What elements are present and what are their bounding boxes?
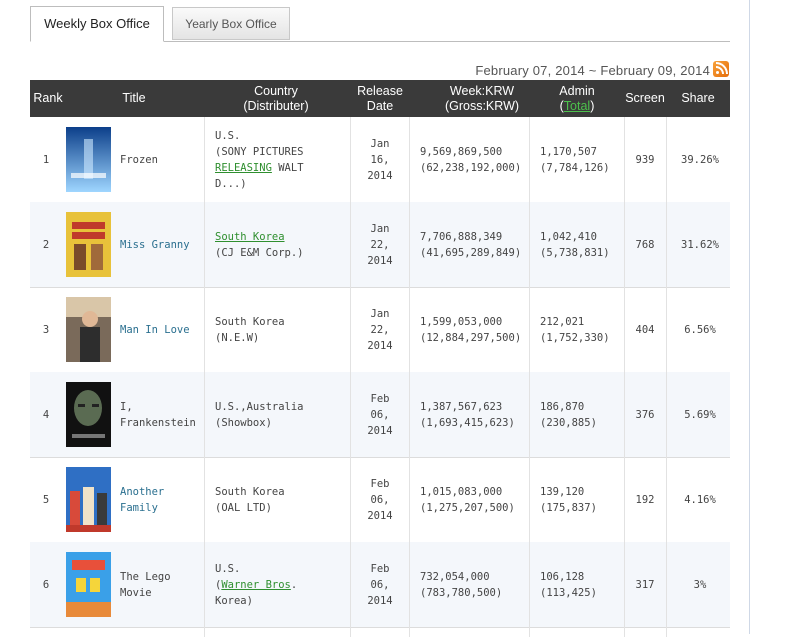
share-percent: 31.62% [681, 238, 719, 251]
movie-poster[interactable] [64, 372, 112, 457]
admissions: 212,021 (1,752,330) [540, 315, 610, 344]
col-country: Country (Distributer) [243, 83, 309, 113]
col-release-date: Release Date [357, 83, 403, 113]
table-header: Rank Title Country (Distributer) Release D… [30, 80, 730, 117]
movie-poster[interactable] [64, 202, 112, 287]
screen-count: 404 [635, 323, 655, 336]
movie-title[interactable]: Miss Granny [120, 238, 190, 251]
rank-value: 4 [42, 408, 50, 421]
movie-title[interactable]: I, Frankenstein [120, 400, 196, 429]
movie-title[interactable]: Frozen [120, 153, 158, 166]
movie-title[interactable]: The Lego Movie [120, 570, 171, 599]
col-rank: Rank [33, 91, 63, 105]
movie-title[interactable]: Man In Love [120, 323, 190, 336]
screen-count: 376 [635, 408, 655, 421]
col-week-gross: Week:KRW (Gross:KRW) [444, 83, 520, 113]
country-distributor: U.S. (SONY PICTURES RELEASING WALT D...) [215, 129, 304, 190]
rank-value: 5 [42, 493, 50, 506]
country-distributor: U.S. (Warner Bros. Korea) [215, 562, 298, 607]
week-gross: 732,054,000 (783,780,500) [420, 570, 503, 599]
table-row: 4 I, Frankenstein U.S.,Australia (Showbox)… [30, 372, 730, 458]
share-percent: 3% [693, 578, 707, 591]
admissions: 186,870 (230,885) [540, 400, 597, 429]
date-range: February 07, 2014 ~ February 09, 2014 [475, 63, 710, 78]
release-date: Jan 22, 2014 [367, 307, 393, 352]
table-row: 5 Another Family South Korea (OAL LTD) Feb… [30, 457, 730, 543]
screen-count: 192 [635, 493, 655, 506]
distributor-link[interactable]: Warner Bros [221, 578, 291, 591]
rank-value: 2 [42, 238, 50, 251]
rank-value: 1 [42, 153, 50, 166]
admissions: 139,120 (175,837) [540, 485, 597, 514]
movie-poster[interactable] [64, 542, 112, 627]
week-gross: 1,015,083,000 (1,275,207,500) [420, 485, 515, 514]
movie-poster[interactable] [64, 117, 112, 202]
country-distributor: South Korea (CJ E&M Corp.) [215, 230, 304, 259]
col-admin: Admin (Total) [559, 83, 595, 113]
week-gross: 1,599,053,000 (12,884,297,500) [420, 315, 522, 344]
week-gross: 7,706,888,349 (41,695,289,849) [420, 230, 522, 259]
tab-yearly-box-office[interactable]: Yearly Box Office [172, 7, 290, 40]
table-row: 2 Miss Granny South Korea (CJ E&M Corp.) … [30, 202, 730, 288]
share-percent: 4.16% [684, 493, 716, 506]
table-row: 6 The Lego Movie U.S. (Warner Bros. Korea)… [30, 542, 730, 628]
admissions: 1,170,507 (7,784,126) [540, 145, 610, 174]
movie-poster[interactable] [64, 457, 112, 542]
admin-total-link[interactable]: Total [563, 98, 591, 113]
country-distributor: U.S.,Australia (Showbox) [215, 400, 304, 429]
col-screen: Screen [625, 91, 665, 105]
country-distributor: South Korea (OAL LTD) [215, 485, 285, 514]
box-office-tabs: Weekly Box Office Yearly Box Office [30, 6, 730, 42]
rank-value: 6 [42, 578, 50, 591]
table-row: 3 Man In Love South Korea (N.E.W) Jan 22, 2… [30, 287, 730, 373]
table-row [30, 627, 730, 637]
table-row: 1 Frozen U.S. (SONY PICTURES RELEASING WAL… [30, 117, 730, 203]
page-right-border [749, 0, 750, 634]
release-date: Feb 06, 2014 [367, 562, 393, 607]
share-percent: 5.69% [684, 408, 716, 421]
week-gross: 9,569,869,500 (62,238,192,000) [420, 145, 522, 174]
release-date: Feb 06, 2014 [367, 392, 393, 437]
rss-feed-icon[interactable] [713, 61, 729, 77]
share-percent: 39.26% [681, 153, 719, 166]
admissions: 106,128 (113,425) [540, 570, 597, 599]
release-date: Jan 16, 2014 [367, 137, 393, 182]
admissions: 1,042,410 (5,738,831) [540, 230, 610, 259]
rank-value: 3 [42, 323, 50, 336]
country-link[interactable]: South Korea [215, 230, 285, 243]
movie-title[interactable]: Another Family [120, 485, 165, 514]
screen-count: 768 [635, 238, 655, 251]
screen-count: 317 [635, 578, 655, 591]
country-distributor: South Korea (N.E.W) [215, 315, 285, 344]
week-gross: 1,387,567,623 (1,693,415,623) [420, 400, 515, 429]
movie-poster[interactable] [64, 287, 112, 372]
release-date: Jan 22, 2014 [367, 222, 393, 267]
col-share: Share [681, 91, 715, 105]
screen-count: 939 [635, 153, 655, 166]
release-date: Feb 06, 2014 [367, 477, 393, 522]
col-title: Title [122, 91, 146, 105]
share-percent: 6.56% [684, 323, 716, 336]
distributor-link[interactable]: RELEASING [215, 161, 272, 174]
tab-weekly-box-office[interactable]: Weekly Box Office [30, 6, 164, 42]
